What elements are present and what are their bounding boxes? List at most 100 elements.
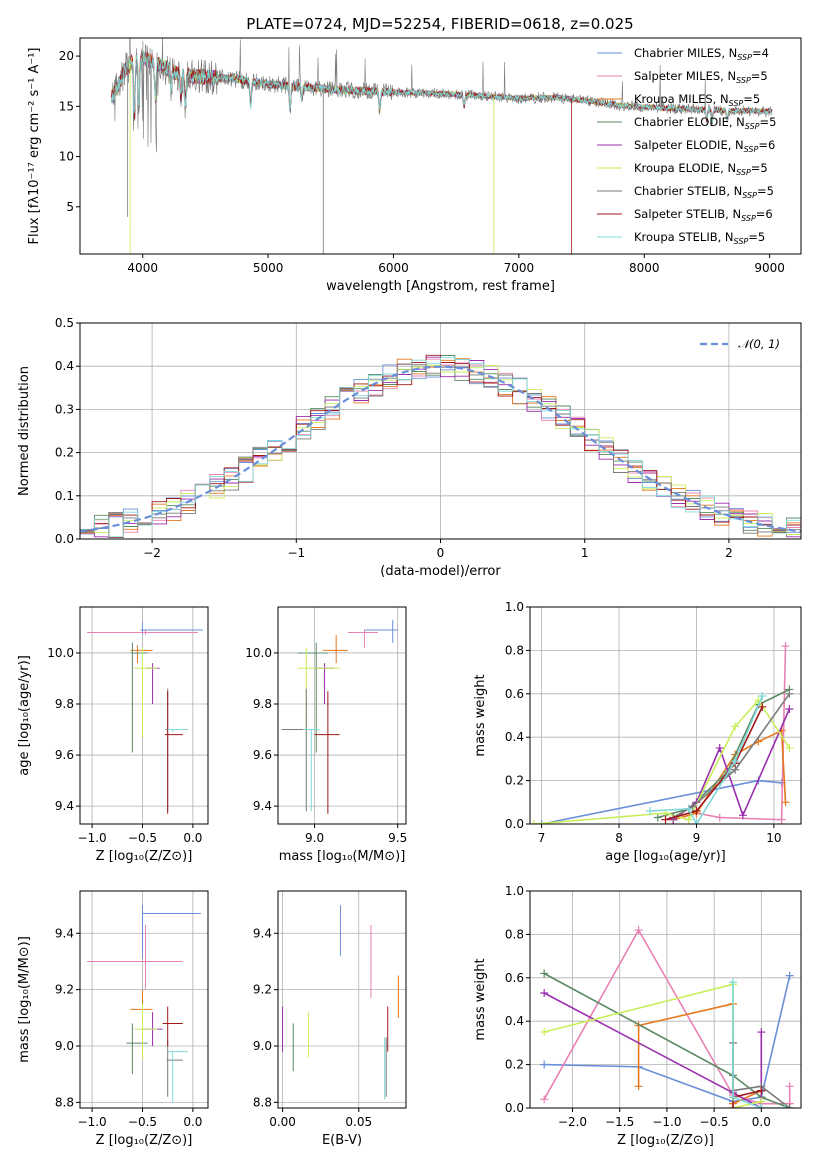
weight-marker <box>540 1095 549 1104</box>
axes-frame <box>277 890 407 1109</box>
weight-line <box>533 698 791 824</box>
x-tick-label: −1.0 <box>652 1115 681 1129</box>
x-tick-label: 9 <box>693 831 701 845</box>
legend-label: Salpeter MILES, NSSP=5 <box>634 69 768 85</box>
weight-marker <box>646 806 655 815</box>
x-tick-label: −2.0 <box>558 1115 587 1129</box>
y-tick-label: 10.0 <box>47 646 74 660</box>
weight-marker <box>785 1082 794 1091</box>
y-tick-label: 0.2 <box>505 774 524 788</box>
y-tick-label: 9.6 <box>55 748 74 762</box>
weight-vs-age-panel: 7 8 9 10 0.0 0.2 0.4 0.6 0.8 1.0 age [log₁₀(age/yr… <box>473 600 802 864</box>
y-tick-label: 0.8 <box>505 643 524 657</box>
y-tick-label: 9.6 <box>253 748 272 762</box>
legend-label: Kroupa STELIB, NSSP=5 <box>634 230 765 246</box>
y-tick-label: 0.4 <box>505 730 524 744</box>
plot-area <box>540 926 794 1108</box>
y-tick-label: 0.0 <box>505 817 524 831</box>
x-tick-label: 4000 <box>127 261 158 275</box>
plot-area <box>87 905 201 1103</box>
y-axis-label: age [log₁₀(age/yr)] <box>17 655 32 776</box>
y-tick-label: 0.2 <box>505 1058 524 1072</box>
legend-label: Chabrier STELIB, NSSP=5 <box>634 184 774 200</box>
weight-marker <box>729 1104 738 1108</box>
weight-marker <box>738 811 747 820</box>
y-tick-label: 1.0 <box>505 600 524 614</box>
weight-marker <box>715 813 724 822</box>
weight-marker <box>781 642 790 651</box>
weight-marker <box>757 1104 766 1108</box>
y-tick-label: 0.4 <box>505 1014 524 1028</box>
x-tick-label: 9000 <box>754 261 785 275</box>
weight-marker <box>781 798 790 807</box>
weight-marker <box>785 1104 794 1108</box>
x-tick-label: 2 <box>725 546 733 560</box>
x-axis-label: (data-model)/error <box>380 564 501 579</box>
weight-marker <box>692 820 701 824</box>
x-tick-label: 0.0 <box>752 1115 771 1129</box>
weight-marker <box>540 988 549 997</box>
axes-frame <box>79 890 209 1109</box>
x-tick-label: 10 <box>766 831 781 845</box>
x-tick-label: 0.00 <box>269 1115 296 1129</box>
plot-area <box>281 619 398 814</box>
x-axis-label: mass [log₁₀(M/M⊙)] <box>279 849 406 864</box>
x-tick-label: 9.0 <box>305 831 324 845</box>
x-axis-label: Z [log₁₀(Z/Z⊙)] <box>617 1133 714 1148</box>
y-tick-label: 0.0 <box>55 532 74 546</box>
legend-label: Salpeter STELIB, NSSP=6 <box>634 207 773 223</box>
gaussian-curve <box>80 365 801 533</box>
y-axis-label: Normed distribution <box>17 366 32 496</box>
legend-label: Kroupa ELODIE, NSSP=5 <box>634 161 768 177</box>
weight-marker <box>537 820 546 824</box>
x-tick-label: −1.5 <box>605 1115 634 1129</box>
y-tick-label: 5 <box>66 200 74 214</box>
x-tick-label: −2 <box>143 546 161 560</box>
x-tick-label: 7 <box>538 831 546 845</box>
age-vs-metallicity-panel: −1.0 −0.5 0.0 9.4 9.6 9.8 10.0 Z [log₁₀(Z/Z⊙)] a… <box>17 606 209 864</box>
axes-frame <box>79 37 802 255</box>
residuals-histogram-panel: −2 −1 0 1 2 0.0 0.1 0.2 0.3 0.4 0.5 (data-model)/er… <box>17 316 802 579</box>
weight-line <box>672 729 787 821</box>
weight-marker <box>540 969 549 978</box>
legend-label: Salpeter ELODIE, NSSP=6 <box>634 138 775 154</box>
y-tick-label: 0.6 <box>505 971 524 985</box>
weight-line <box>732 982 785 1108</box>
y-tick-label: 0.6 <box>505 687 524 701</box>
y-tick-label: 9.4 <box>253 926 272 940</box>
y-tick-label: 9.2 <box>55 983 74 997</box>
weight-marker <box>653 813 662 822</box>
weight-marker <box>634 1082 643 1091</box>
plot-area <box>282 905 399 1100</box>
mass-vs-metallicity-panel: −1.0 −0.5 0.0 8.8 9.0 9.2 9.4 Z [log₁₀(Z/Z⊙)] ma… <box>17 890 209 1148</box>
axes-frame <box>277 606 407 825</box>
spectrum-legend: Chabrier MILES, NSSP=4 Salpeter MILES, NS… <box>597 46 776 246</box>
weight-marker <box>785 704 794 713</box>
x-axis-label: Z [log₁₀(Z/Z⊙)] <box>96 1133 193 1148</box>
y-tick-label: 1.0 <box>505 884 524 898</box>
weight-line <box>672 693 791 819</box>
x-tick-label: 9.5 <box>388 831 407 845</box>
x-tick-label: −1 <box>287 546 305 560</box>
x-tick-label: 0.0 <box>183 831 202 845</box>
mass-vs-extinction-panel: 0.00 0.05 8.8 9.0 9.2 9.4 E(B-V) <box>253 890 407 1148</box>
weight-marker <box>757 1028 766 1037</box>
weight-marker <box>634 926 643 935</box>
x-tick-label: 1 <box>581 546 589 560</box>
x-tick-label: 0.0 <box>183 1115 202 1129</box>
x-tick-label: 5000 <box>253 261 284 275</box>
x-axis-label: wavelength [Angstrom, rest frame] <box>326 279 555 294</box>
weight-marker <box>757 1086 766 1095</box>
y-tick-label: 0.0 <box>505 1101 524 1115</box>
y-tick-label: 8.8 <box>55 1095 74 1109</box>
plot-area <box>80 354 801 539</box>
figure-title: PLATE=0724, MJD=52254, FIBERID=0618, z=0… <box>246 15 633 33</box>
plot-area <box>110 38 773 254</box>
weight-marker <box>684 815 693 824</box>
weight-marker <box>729 1093 738 1102</box>
weight-marker <box>758 702 767 711</box>
weight-marker <box>715 744 724 753</box>
axes-frame <box>79 606 209 825</box>
y-tick-label: 15 <box>59 99 74 113</box>
x-tick-label: −1.0 <box>78 1115 107 1129</box>
